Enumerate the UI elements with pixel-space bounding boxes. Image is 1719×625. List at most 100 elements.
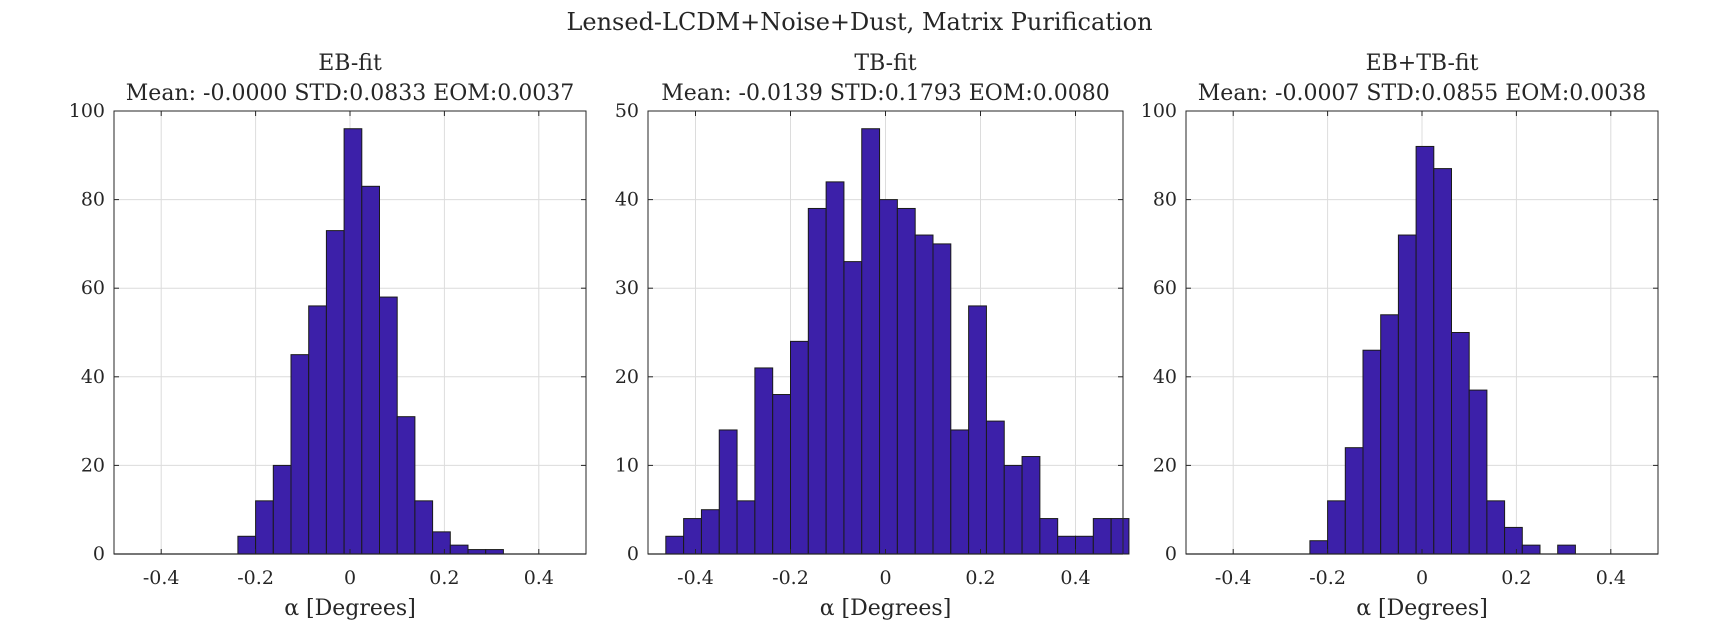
histogram-bar bbox=[718, 429, 738, 555]
histogram-bar bbox=[1380, 314, 1399, 555]
y-tick-label: 100 bbox=[69, 100, 105, 122]
y-tick-label: 100 bbox=[1141, 100, 1177, 122]
histogram-bar bbox=[343, 128, 363, 555]
histogram-bar bbox=[379, 296, 398, 555]
panel-eb-tb-fit: -0.4 -0.2 0 0.2 0.4 0 20 40 60 80 100 EB+TB-fit Mean… bbox=[1141, 51, 1659, 621]
panel-stats-subtitle: Mean: -0.0000 STD:0.0833 EOM:0.0037 bbox=[126, 81, 574, 106]
histogram-bar bbox=[325, 230, 345, 555]
histogram-bar bbox=[968, 305, 987, 555]
histogram-bar bbox=[1433, 168, 1453, 555]
histogram-bar bbox=[449, 544, 469, 555]
x-tick-label: -0.2 bbox=[1309, 567, 1346, 589]
histogram-bar bbox=[772, 394, 791, 555]
histogram-bar bbox=[700, 509, 720, 555]
histogram-bar bbox=[1092, 518, 1112, 555]
x-tick-label: -0.2 bbox=[772, 567, 809, 589]
x-tick-label: -0.4 bbox=[677, 567, 714, 589]
histogram-bar bbox=[1344, 447, 1364, 555]
x-tick-label: 0 bbox=[1416, 567, 1428, 589]
histogram-bar bbox=[790, 340, 809, 555]
histogram-bar bbox=[950, 429, 970, 555]
histogram-bar bbox=[1486, 500, 1506, 555]
histogram-bar bbox=[1557, 544, 1576, 555]
histogram-bar bbox=[896, 207, 916, 555]
panel-eb-fit: -0.4 -0.2 0 0.2 0.4 0 20 40 60 80 100 EB-fit Mean: -… bbox=[69, 51, 587, 621]
x-tick-label: 0 bbox=[344, 567, 356, 589]
histogram-bar bbox=[361, 185, 380, 555]
x-tick-label: 0.2 bbox=[1501, 567, 1531, 589]
histogram-bar bbox=[825, 181, 845, 555]
histogram-bar bbox=[467, 549, 487, 555]
figure-title: Lensed-LCDM+Noise+Dust, Matrix Purificat… bbox=[566, 8, 1153, 36]
y-tick-label: 80 bbox=[81, 189, 105, 211]
y-tick-label: 0 bbox=[1165, 543, 1177, 565]
y-tick-label: 40 bbox=[615, 189, 639, 211]
y-tick-label: 0 bbox=[93, 543, 105, 565]
y-tick-label: 30 bbox=[615, 277, 639, 299]
y-tick-label: 80 bbox=[1153, 189, 1177, 211]
histogram-bar bbox=[1504, 526, 1523, 555]
panel-stats-subtitle: Mean: -0.0007 STD:0.0855 EOM:0.0038 bbox=[1198, 81, 1646, 106]
histogram-bar bbox=[665, 535, 685, 555]
x-axis-label: α [Degrees] bbox=[820, 596, 952, 621]
x-tick-label: -0.2 bbox=[237, 567, 274, 589]
x-tick-label: 0.4 bbox=[1596, 567, 1626, 589]
panel-tb-fit: -0.4 -0.2 0 0.2 0.4 0 10 20 30 40 50 TB-fit Mean: -0… bbox=[615, 51, 1130, 621]
histogram-bar bbox=[485, 549, 504, 555]
histogram-bar bbox=[308, 305, 327, 555]
histogram-bar bbox=[879, 199, 898, 555]
histogram-bar bbox=[1362, 349, 1382, 555]
x-tick-label: 0.2 bbox=[965, 567, 995, 589]
y-tick-label: 60 bbox=[1153, 277, 1177, 299]
x-tick-label: -0.4 bbox=[143, 567, 180, 589]
histogram-bar bbox=[1397, 234, 1417, 555]
x-axis-label: α [Degrees] bbox=[284, 596, 416, 621]
y-tick-label: 50 bbox=[615, 100, 639, 122]
panel-title: TB-fit bbox=[854, 51, 916, 76]
histogram-bar bbox=[1075, 535, 1094, 555]
histogram-bar bbox=[683, 518, 702, 555]
histogram-bar bbox=[1521, 544, 1541, 555]
histogram-bar bbox=[932, 243, 952, 555]
y-tick-label: 20 bbox=[1153, 454, 1177, 476]
histogram-bar bbox=[1057, 535, 1076, 555]
histogram-bar bbox=[255, 500, 274, 555]
y-tick-label: 40 bbox=[1153, 366, 1177, 388]
histogram-bar bbox=[237, 535, 257, 555]
histogram-bar bbox=[914, 234, 934, 555]
panel-title: EB+TB-fit bbox=[1366, 51, 1479, 76]
histogram-bar bbox=[1309, 540, 1329, 555]
histogram-bar bbox=[861, 128, 881, 555]
histogram-bar bbox=[843, 261, 863, 555]
histogram-bar bbox=[1039, 518, 1059, 555]
histogram-bar bbox=[985, 420, 1005, 555]
histogram-bar bbox=[432, 531, 451, 555]
y-tick-label: 40 bbox=[81, 366, 105, 388]
histogram-bar bbox=[807, 207, 827, 555]
histogram-bar bbox=[1415, 145, 1435, 555]
histogram-bar bbox=[272, 464, 292, 555]
y-tick-label: 60 bbox=[81, 277, 105, 299]
x-tick-label: 0.4 bbox=[524, 567, 554, 589]
x-axis-label: α [Degrees] bbox=[1356, 596, 1488, 621]
histogram-bar bbox=[1110, 518, 1130, 555]
panel-title: EB-fit bbox=[318, 51, 382, 76]
histogram-bar bbox=[1003, 464, 1023, 555]
histogram-bar bbox=[736, 500, 756, 555]
histogram-bar bbox=[1468, 389, 1488, 555]
histogram-bar bbox=[1451, 332, 1470, 555]
x-tick-label: 0.2 bbox=[429, 567, 459, 589]
histogram-bar bbox=[290, 354, 310, 555]
y-tick-label: 20 bbox=[81, 454, 105, 476]
y-tick-label: 10 bbox=[615, 454, 639, 476]
y-tick-label: 0 bbox=[627, 543, 639, 565]
histogram-bar bbox=[414, 500, 434, 555]
x-tick-label: 0.4 bbox=[1060, 567, 1090, 589]
x-tick-label: -0.4 bbox=[1215, 567, 1252, 589]
y-tick-label: 20 bbox=[615, 366, 639, 388]
histogram-bar bbox=[1021, 456, 1041, 555]
histogram-bar bbox=[754, 367, 774, 555]
x-tick-label: 0 bbox=[879, 567, 891, 589]
histogram-bar bbox=[1327, 500, 1346, 555]
